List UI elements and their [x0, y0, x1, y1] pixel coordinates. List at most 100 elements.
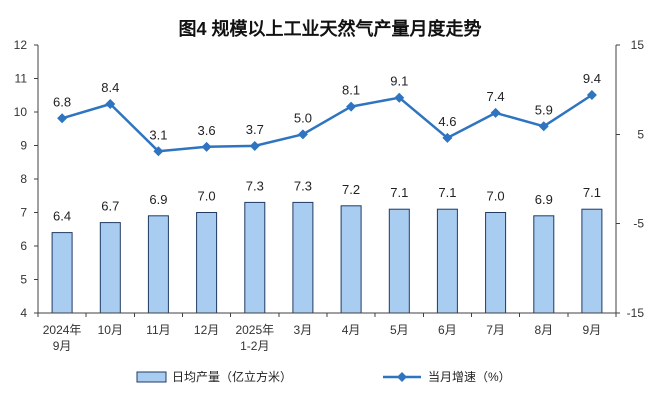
bar-value-label: 7.1 [438, 185, 456, 200]
bar-value-label: 7.3 [294, 178, 312, 193]
plot-area: 12 11 10 9 8 7 6 5 4 15 5 -5 -15 2024年 9月 10月 11月 12月 2025… [14, 38, 645, 353]
growth-marker [394, 92, 405, 103]
y-right-tick-label: -5 [633, 217, 644, 231]
growth-marker [57, 113, 68, 124]
y-left-tick-label: 5 [20, 273, 27, 287]
growth-marker [442, 132, 453, 143]
growth-value-label: 8.1 [342, 83, 360, 98]
x-tick-label-line: 2025年 [235, 323, 274, 337]
bar [244, 201, 266, 314]
bar [292, 201, 314, 314]
growth-marker [538, 121, 549, 132]
x-tick-label-line: 7月 [486, 323, 505, 337]
bar-value-label: 6.9 [535, 192, 553, 207]
y-left-tick-label: 6 [20, 239, 27, 253]
x-tick-label-line: 5月 [390, 323, 409, 337]
bar [340, 205, 362, 314]
x-tick-label-line: 1-2月 [240, 339, 269, 353]
growth-value-label: 3.1 [149, 127, 167, 142]
x-tick-label: 12月 [194, 323, 219, 337]
legend-item-monthly-growth: 当月增速（%） [383, 370, 511, 384]
bar [581, 208, 603, 314]
x-tick-label: 2025年 1-2月 [235, 323, 274, 353]
legend-diamond-marker [397, 372, 407, 382]
bar [533, 215, 555, 314]
x-tick-label: 9月 [583, 323, 602, 337]
x-tick-label: 4月 [342, 323, 361, 337]
x-tick-label-line: 11月 [146, 323, 170, 337]
x-tick-label-line: 6月 [438, 323, 457, 337]
growth-marker [346, 101, 357, 112]
growth-value-label: 5.0 [294, 110, 312, 125]
x-tick-label: 3月 [294, 323, 313, 337]
bar-value-label: 6.7 [101, 199, 119, 214]
growth-line [61, 93, 593, 153]
chart-title: 图4 规模以上工业天然气产量月度走势 [178, 18, 481, 39]
legend-item-daily-output: 日均产量（亿立方米） [136, 369, 292, 384]
bar-series [51, 201, 603, 314]
x-tick-label-line: 2024年 [43, 323, 82, 337]
bar [388, 208, 410, 314]
bar [485, 212, 507, 314]
growth-value-label: 3.6 [198, 123, 216, 138]
growth-value-label: 9.1 [390, 74, 408, 89]
y-right-tick-label: -15 [627, 306, 645, 320]
y-left-tick-label: 8 [20, 172, 27, 186]
y-left-tick-label: 9 [20, 139, 27, 153]
x-tick-label: 5月 [390, 323, 409, 337]
y-right-tick-label: 5 [637, 127, 644, 141]
y-left-tick-label: 10 [14, 105, 28, 119]
x-tick-label: 7月 [486, 323, 505, 337]
bar-value-labels: 6.4 6.7 6.9 7.0 7.3 7.3 7.2 7.1 7.1 7.0 6.9 7.1 [53, 178, 601, 223]
growth-value-label: 6.8 [53, 94, 71, 109]
x-tick-label-line: 4月 [342, 323, 361, 337]
bar [147, 215, 169, 314]
growth-marker [297, 129, 308, 140]
bar [51, 232, 73, 314]
bar-value-label: 7.0 [198, 189, 216, 204]
legend-label-daily-output: 日均产量（亿立方米） [172, 369, 292, 384]
legend-label-monthly-growth: 当月增速（%） [428, 370, 511, 384]
y-left-tick-label: 4 [20, 306, 27, 320]
growth-marker [105, 98, 116, 109]
x-tick-label-line: 8月 [534, 323, 553, 337]
growth-marker [201, 141, 212, 152]
x-tick-label: 2024年 9月 [43, 323, 82, 353]
legend-bar-swatch [136, 371, 167, 383]
bar-value-label: 7.1 [390, 185, 408, 200]
x-tick-label-line: 12月 [194, 323, 219, 337]
bar [99, 222, 121, 314]
bar-value-label: 7.0 [487, 189, 505, 204]
bar-value-label: 7.2 [342, 182, 360, 197]
growth-value-label: 4.6 [438, 114, 456, 129]
x-tick-label-line: 9月 [583, 323, 602, 337]
line-value-labels: 6.8 8.4 3.1 3.6 3.7 5.0 8.1 9.1 4.6 7.4 5.9 9.4 [53, 71, 601, 142]
bar-value-label: 7.3 [246, 178, 264, 193]
growth-marker [490, 107, 501, 118]
bar-value-label: 7.1 [583, 185, 601, 200]
growth-value-label: 3.7 [246, 122, 264, 137]
growth-marker [153, 146, 164, 157]
x-tick-label-line: 3月 [294, 323, 313, 337]
x-tick-label: 8月 [534, 323, 553, 337]
bar-value-label: 6.4 [53, 209, 71, 224]
legend: 日均产量（亿立方米） 当月增速（%） [136, 369, 511, 384]
growth-value-label: 8.4 [101, 80, 119, 95]
y-left-tick-label: 7 [20, 206, 27, 220]
x-tick-label-line: 9月 [53, 339, 72, 353]
y-right-tick-label: 15 [631, 38, 645, 52]
bar [196, 212, 218, 314]
bar-value-label: 6.9 [149, 192, 167, 207]
axes: 12 11 10 9 8 7 6 5 4 15 5 -5 -15 2024年 9月 10月 11月 12月 2025… [14, 38, 645, 353]
bar [436, 208, 458, 314]
growth-value-label: 9.4 [583, 71, 601, 86]
x-tick-label-line: 10月 [98, 323, 123, 337]
x-tick-label: 6月 [438, 323, 457, 337]
growth-marker [249, 140, 260, 151]
growth-value-label: 5.9 [535, 102, 553, 117]
x-tick-label: 10月 [98, 323, 123, 337]
y-left-tick-label: 11 [15, 72, 28, 86]
growth-marker [586, 90, 597, 101]
y-left-tick-label: 12 [14, 38, 28, 52]
